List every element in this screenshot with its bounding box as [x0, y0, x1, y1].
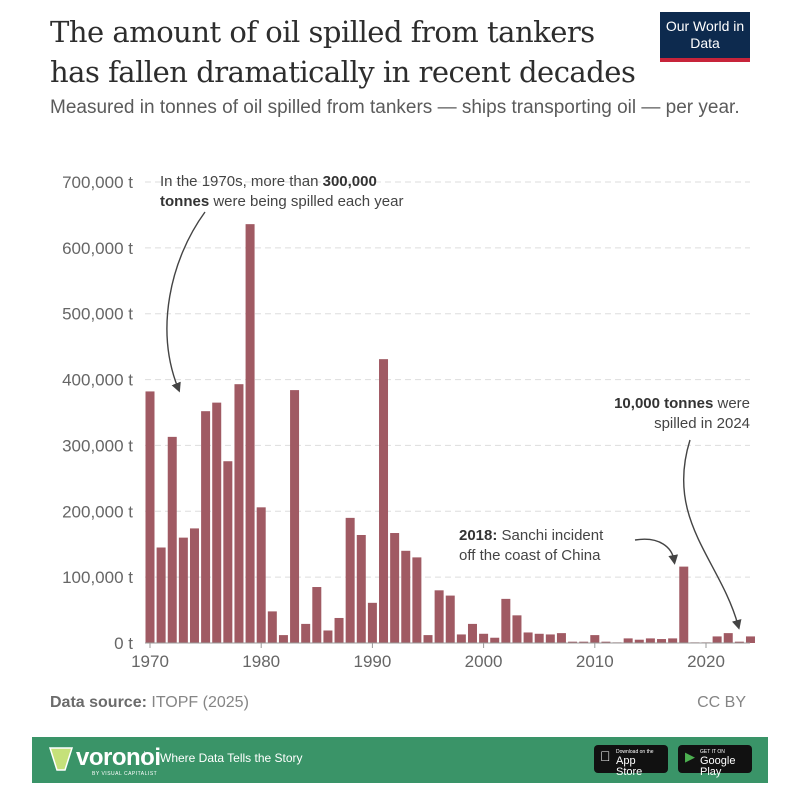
bar-2002[interactable]: [501, 598, 511, 643]
bar-2006[interactable]: [545, 634, 555, 643]
x-tick-label: 2010: [576, 652, 614, 671]
y-tick-label: 600,000 t: [62, 239, 133, 258]
voronoi-logo-icon: [48, 747, 74, 771]
bar-1993[interactable]: [401, 550, 411, 643]
bar-1976[interactable]: [212, 402, 222, 643]
bar-1997[interactable]: [445, 595, 455, 643]
bar-1988[interactable]: [345, 517, 355, 643]
bar-1973[interactable]: [178, 537, 188, 643]
bar-1981[interactable]: [267, 611, 277, 643]
bar-1989[interactable]: [356, 534, 366, 643]
bar-1994[interactable]: [412, 557, 422, 643]
apple-icon: : [600, 749, 611, 763]
google-play-button[interactable]: ▶ GET IT ON Google Play: [678, 745, 752, 778]
owid-logo[interactable]: Our World in Data: [660, 12, 750, 62]
bar-2007[interactable]: [556, 633, 566, 643]
bar-1978[interactable]: [234, 384, 244, 643]
bar-1995[interactable]: [423, 635, 433, 643]
bar-1987[interactable]: [334, 617, 344, 643]
bar-1983[interactable]: [290, 390, 300, 643]
x-tick-label: 2020: [687, 652, 725, 671]
bar-2005[interactable]: [534, 633, 544, 643]
bar-2011[interactable]: [601, 641, 611, 643]
tagline: Where Data Tells the Story: [144, 751, 303, 765]
bar-1986[interactable]: [323, 630, 333, 643]
bar-1990[interactable]: [367, 602, 377, 643]
y-tick-label: 300,000 t: [62, 436, 133, 455]
bar-1992[interactable]: [390, 533, 400, 643]
bar-1984[interactable]: [301, 623, 311, 643]
annotation-arrow-1970s: [166, 211, 206, 393]
x-tick-label: 1990: [353, 652, 391, 671]
bar-2021[interactable]: [712, 636, 722, 643]
bar-2014[interactable]: [634, 639, 644, 643]
bar-1975[interactable]: [201, 411, 211, 643]
annotation-1970s: In the 1970s, more than 300,000 tonnes w…: [160, 173, 404, 210]
x-tick-label: 2000: [465, 652, 503, 671]
chart-subtitle: Measured in tonnes of oil spilled from t…: [50, 97, 740, 118]
bar-2013[interactable]: [623, 638, 633, 643]
bar-2024[interactable]: [745, 636, 755, 643]
bar-2017[interactable]: [668, 638, 678, 643]
bar-2001[interactable]: [490, 637, 500, 643]
y-tick-label: 500,000 t: [62, 305, 133, 324]
x-tick-label: 1980: [242, 652, 280, 671]
y-tick-label: 400,000 t: [62, 371, 133, 390]
y-tick-label: 100,000 t: [62, 568, 133, 587]
bar-1972[interactable]: [167, 436, 177, 643]
bar-1970[interactable]: [145, 391, 155, 643]
bar-2022[interactable]: [723, 633, 733, 643]
chart-title: The amount of oil spilled from tankers h…: [50, 15, 636, 89]
bar-2015[interactable]: [645, 638, 655, 643]
voronoi-footer: voronoi BY VISUAL CAPITALIST Where Data …: [32, 737, 768, 783]
bar-2016[interactable]: [657, 639, 667, 643]
voronoi-brand: voronoi: [76, 744, 161, 771]
bar-2009[interactable]: [579, 641, 589, 643]
bar-1971[interactable]: [156, 547, 166, 643]
voronoi-brand-sub: BY VISUAL CAPITALIST: [92, 771, 158, 777]
bar-1991[interactable]: [379, 359, 389, 643]
bar-2004[interactable]: [523, 632, 533, 643]
bar-1999[interactable]: [467, 623, 477, 643]
y-tick-label: 200,000 t: [62, 502, 133, 521]
bar-1980[interactable]: [256, 507, 266, 643]
bar-2000[interactable]: [479, 633, 489, 643]
x-tick-label: 1970: [131, 652, 169, 671]
bar-1982[interactable]: [278, 635, 288, 643]
annotation-2024: 10,000 tonnes were spilled in 2024: [614, 395, 750, 432]
bar-1985[interactable]: [312, 587, 322, 643]
annotation-arrow-2024: [682, 439, 742, 630]
annotation-arrow-2018: [634, 538, 679, 565]
y-tick-label: 0 t: [114, 634, 133, 653]
google-play-icon: ▶: [685, 749, 695, 764]
bar-2018[interactable]: [679, 566, 689, 643]
annotation-2018: 2018: Sanchi incident off the coast of C…: [459, 527, 604, 564]
bar-1974[interactable]: [189, 528, 199, 643]
bar-2003[interactable]: [512, 615, 522, 643]
bar-2010[interactable]: [590, 635, 600, 643]
bar-1996[interactable]: [434, 590, 444, 643]
bar-2023[interactable]: [734, 641, 744, 643]
data-source: Data source: ITOPF (2025): [50, 694, 249, 711]
bar-1979[interactable]: [245, 224, 255, 644]
y-tick-label: 700,000 t: [62, 173, 133, 192]
license[interactable]: CC BY: [697, 694, 746, 711]
bar-1998[interactable]: [456, 634, 466, 643]
bar-2008[interactable]: [568, 641, 578, 643]
bar-1977[interactable]: [223, 461, 233, 643]
